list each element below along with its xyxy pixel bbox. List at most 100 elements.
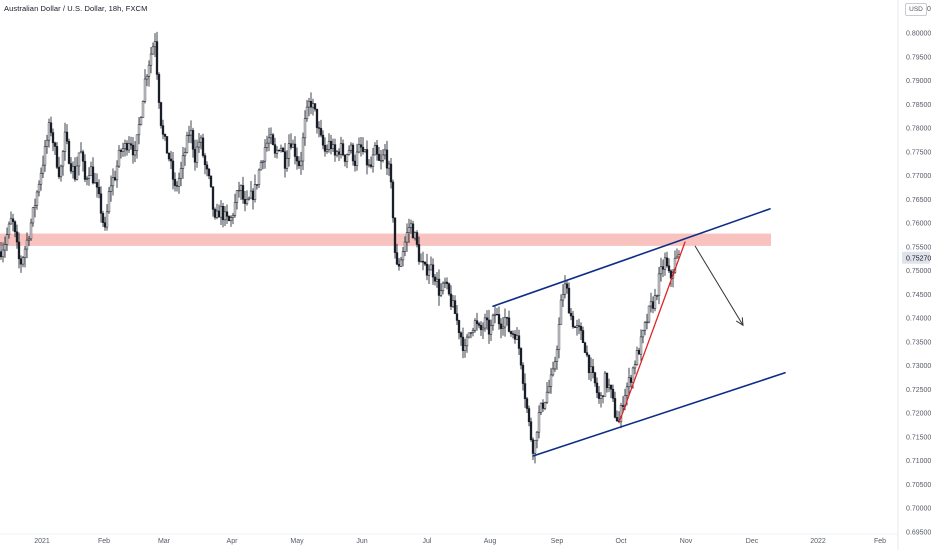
candle-body [189,130,193,136]
candle-body [401,251,405,261]
candle-body [105,211,109,228]
candle-body [213,209,217,218]
candle-body [445,281,449,284]
candle-body [237,189,241,192]
candle-body [621,405,625,407]
candle-body [89,166,93,176]
candle-body [667,265,671,272]
candle-body [277,149,281,152]
candle-body [251,190,255,200]
candle-body [209,175,213,187]
projection-arrow-line [694,245,744,326]
currency-button[interactable]: USD [905,3,927,16]
candle-body [151,46,155,55]
candle-body [349,144,353,151]
candle-body [243,199,247,204]
candle-body [83,161,87,180]
candle-body [405,232,409,243]
candle-body [437,278,441,296]
candle-body [179,168,183,179]
candle-body [175,185,179,187]
candle-body [273,144,277,154]
candle-body [593,372,597,384]
candle-body [447,283,451,295]
candle-body [103,222,107,228]
candle-body [523,383,527,399]
price-tick-label: 0.78000 [906,126,931,133]
candle-body [355,151,359,166]
candle-body [453,300,457,314]
candle-body [3,244,7,251]
candle-body [631,367,635,383]
candle-body [403,241,407,252]
candle-body [303,118,307,139]
candle-body [587,354,591,373]
candle-body [211,186,215,210]
candle-body [507,317,511,332]
candle-body [131,144,135,156]
candle-body [561,293,565,301]
candle-body [573,326,577,328]
candle-body [149,53,153,66]
candle-body [87,175,91,179]
candle-body [381,154,385,161]
candle-body [43,146,47,166]
candle-body [373,145,377,156]
candle-body [399,259,403,267]
candle-body [397,263,401,267]
candle-body [411,223,415,239]
candle-body [337,151,341,155]
candle-body [77,152,81,167]
candle-body [615,417,619,422]
candle-body [577,325,581,327]
candle-body [293,143,297,157]
candle-body [69,163,73,172]
candle-body [27,238,31,241]
candle-body [643,322,647,331]
candle-body [521,364,525,384]
candle-body [417,244,421,262]
currency-extra: 0 [927,6,931,13]
candle-body [471,329,475,333]
candle-body [395,252,399,265]
last-price-label: 0.75270 [906,255,931,262]
candle-body [59,165,63,178]
candle-body [335,151,339,156]
candle-body [423,261,427,265]
candle-body [375,145,379,155]
candle-body [533,440,537,454]
candle-body [85,178,89,180]
candle-body [477,323,481,326]
candle-body [551,368,555,376]
candle-body [369,164,373,167]
candle-body [95,182,99,188]
candle-body [75,165,79,180]
candle-body [493,313,497,316]
candle-body [143,78,147,102]
candle-body [519,348,523,366]
candle-body [227,216,231,222]
candle-body [505,317,509,319]
candle-body [29,222,33,240]
candle-body [661,266,665,270]
candle-body [575,325,579,328]
candle-body [549,374,553,387]
candle-body [295,156,299,162]
candle-body [281,147,285,152]
candle-body [261,160,265,163]
candle-body [81,151,85,162]
candle-body [457,320,461,333]
candle-body [25,239,29,250]
candle-body [585,352,589,356]
candle-body [201,137,205,156]
candle-body [569,312,573,317]
candle-body [65,131,69,142]
candle-body [415,232,419,245]
candle-body [315,108,319,128]
candle-body [253,184,257,200]
candle-body [597,392,601,399]
candle-body [359,144,363,148]
candle-body [73,166,77,180]
